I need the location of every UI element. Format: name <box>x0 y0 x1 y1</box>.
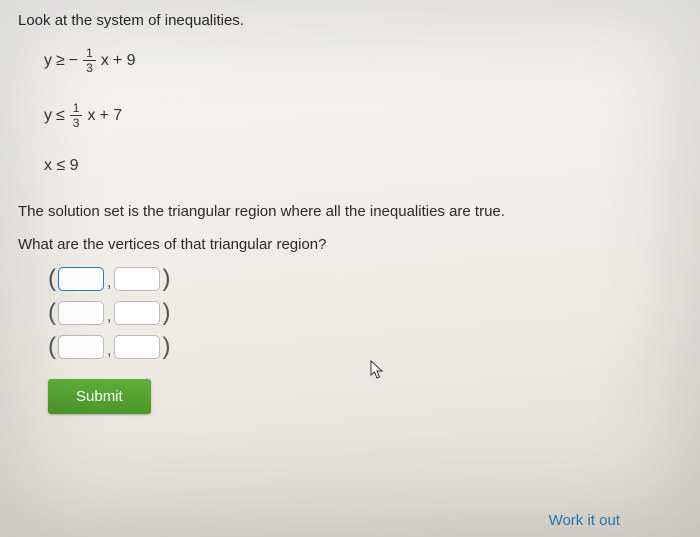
eq1-fraction: 1 3 <box>83 47 96 74</box>
explanation-text: The solution set is the triangular regio… <box>18 203 682 220</box>
comma-icon: , <box>107 342 111 360</box>
eq2-frac-num: 1 <box>70 102 83 116</box>
close-paren-icon: ) <box>162 335 170 359</box>
mouse-cursor-icon <box>370 360 386 380</box>
inequality-1: y ≥ − 1 3 x + 9 <box>44 47 682 74</box>
close-paren-icon: ) <box>162 267 170 291</box>
eq1-op: ≥ <box>56 52 65 70</box>
work-it-out-link[interactable]: Work it out <box>549 512 620 529</box>
vertex-1-x-input[interactable] <box>58 267 104 291</box>
vertex-3-y-input[interactable] <box>114 335 160 359</box>
eq2-frac-den: 3 <box>73 116 80 129</box>
vertex-2-y-input[interactable] <box>114 301 160 325</box>
eq2-op: ≤ <box>56 107 65 125</box>
vertex-3-x-input[interactable] <box>58 335 104 359</box>
vertex-1-y-input[interactable] <box>114 267 160 291</box>
inequality-3: x ≤ 9 <box>44 157 682 175</box>
close-paren-icon: ) <box>162 301 170 325</box>
comma-icon: , <box>107 308 111 326</box>
question-text: What are the vertices of that triangular… <box>18 236 682 253</box>
eq2-tail: + 7 <box>99 107 122 125</box>
vertex-row-3: ( , ) <box>48 335 682 359</box>
vertex-2-x-input[interactable] <box>58 301 104 325</box>
open-paren-icon: ( <box>48 335 56 359</box>
eq1-lhs: y <box>44 52 52 70</box>
eq1-neg: − <box>69 52 78 70</box>
eq1-var: x <box>101 52 109 70</box>
submit-button[interactable]: Submit <box>48 379 151 414</box>
comma-icon: , <box>107 274 111 292</box>
eq1-frac-den: 3 <box>86 61 93 74</box>
eq2-fraction: 1 3 <box>70 102 83 129</box>
vertex-row-2: ( , ) <box>48 301 682 325</box>
answer-grid: ( , ) ( , ) ( , ) <box>48 267 682 359</box>
instruction-text: Look at the system of inequalities. <box>18 12 682 29</box>
eq2-var: x <box>87 107 95 125</box>
eq1-tail: + 9 <box>113 52 136 70</box>
open-paren-icon: ( <box>48 267 56 291</box>
open-paren-icon: ( <box>48 301 56 325</box>
eq1-frac-num: 1 <box>83 47 96 61</box>
eq3-text: x ≤ 9 <box>44 157 79 174</box>
vertex-row-1: ( , ) <box>48 267 682 291</box>
eq2-lhs: y <box>44 107 52 125</box>
inequality-2: y ≤ 1 3 x + 7 <box>44 102 682 129</box>
